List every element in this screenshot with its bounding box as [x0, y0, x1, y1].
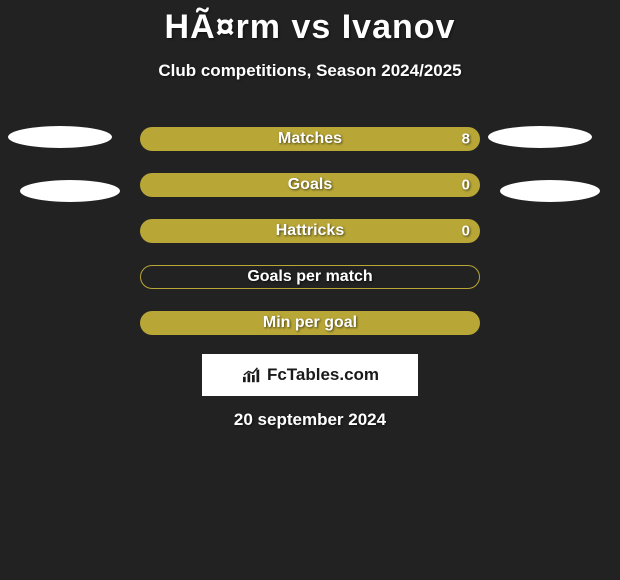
player-right-marker-2	[500, 180, 600, 202]
stat-label: Min per goal	[263, 314, 357, 332]
stat-value-right: 8	[462, 131, 470, 148]
player-right-marker-1	[488, 126, 592, 148]
stat-row-goals: Goals 0	[140, 173, 480, 197]
stat-label: Goals	[288, 176, 332, 194]
stat-label: Hattricks	[276, 222, 344, 240]
stat-label: Goals per match	[247, 268, 372, 286]
player-left-marker-1	[8, 126, 112, 148]
stat-value-right: 0	[462, 177, 470, 194]
player-left-marker-2	[20, 180, 120, 202]
brand-text: FcTables.com	[267, 365, 379, 385]
page-title: HÃ¤rm vs Ivanov	[0, 0, 620, 47]
stats-container: Matches 8 Goals 0 Hattricks 0 Goals per …	[140, 127, 480, 357]
date-label: 20 september 2024	[0, 410, 620, 430]
stat-label: Matches	[278, 130, 342, 148]
stat-row-matches: Matches 8	[140, 127, 480, 151]
page-subtitle: Club competitions, Season 2024/2025	[0, 61, 620, 81]
brand-badge[interactable]: FcTables.com	[202, 354, 418, 396]
chart-icon	[241, 366, 263, 384]
stat-row-hattricks: Hattricks 0	[140, 219, 480, 243]
stat-value-right: 0	[462, 223, 470, 240]
stat-row-goals-per-match: Goals per match	[140, 265, 480, 289]
stat-row-min-per-goal: Min per goal	[140, 311, 480, 335]
